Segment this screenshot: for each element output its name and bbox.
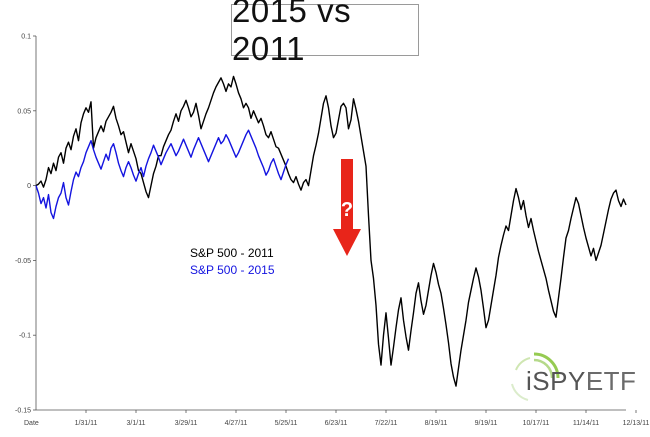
y-tick-label: 0: [27, 183, 31, 190]
x-axis-first-label: Date: [24, 420, 39, 427]
x-tick-label: 3/1/11: [127, 420, 146, 427]
series-line-2011: [35, 75, 627, 387]
y-tick-label: -0.05: [15, 258, 31, 265]
red-down-arrow-annotation: ?: [333, 159, 361, 256]
x-tick-label: 3/29/11: [175, 420, 198, 427]
y-tick-label: -0.1: [19, 333, 31, 340]
question-mark-label: ?: [341, 199, 353, 221]
x-tick-labels: Date 1/31/11 3/1/11 3/29/11 4/27/11 5/25/11 6/…: [24, 420, 649, 427]
x-tick-label: 6/23/11: [325, 420, 348, 427]
series-line-2015: [35, 129, 290, 220]
x-tick-label: 8/19/11: [425, 420, 448, 427]
logo-wordmark: iSPYETF: [526, 366, 636, 397]
x-tick-label: 4/27/11: [225, 420, 248, 427]
x-tick-label: 11/14/11: [573, 420, 599, 427]
legend: S&P 500 - 2011 S&P 500 - 2015: [190, 245, 275, 279]
x-tick-label: 7/22/11: [375, 420, 398, 427]
ispyetf-logo: iSPYETF: [504, 348, 636, 408]
x-tick-label: 5/25/11: [275, 420, 298, 427]
x-tick-label: 12/13/11: [623, 420, 650, 427]
logo-text-accent: ETF: [585, 366, 637, 396]
y-tick-labels: 0.1 0.05 0 -0.05 -0.1 -0.15: [15, 34, 31, 415]
down-arrow-icon: [333, 159, 361, 256]
legend-label-2011: S&P 500 - 2011: [190, 246, 274, 260]
y-tick-label: 0.1: [21, 34, 31, 41]
axes: [33, 35, 637, 413]
legend-label-2015: S&P 500 - 2015: [190, 263, 275, 277]
logo-text-main: iSPY: [526, 366, 586, 396]
y-tick-label: 0.05: [17, 108, 31, 115]
x-tick-label: 10/17/11: [523, 420, 550, 427]
legend-entry-2015: S&P 500 - 2015: [190, 262, 275, 279]
y-tick-label: -0.15: [15, 408, 31, 415]
chart-title: 2015 vs 2011: [232, 0, 352, 67]
chart-title-box: 2015 vs 2011: [231, 0, 419, 67]
x-tick-label: 9/19/11: [475, 420, 498, 427]
series-layer: [35, 75, 627, 387]
x-tick-label: 1/31/11: [75, 420, 98, 427]
logo-ring-icon: [511, 352, 560, 401]
legend-entry-2011: S&P 500 - 2011: [190, 245, 275, 262]
